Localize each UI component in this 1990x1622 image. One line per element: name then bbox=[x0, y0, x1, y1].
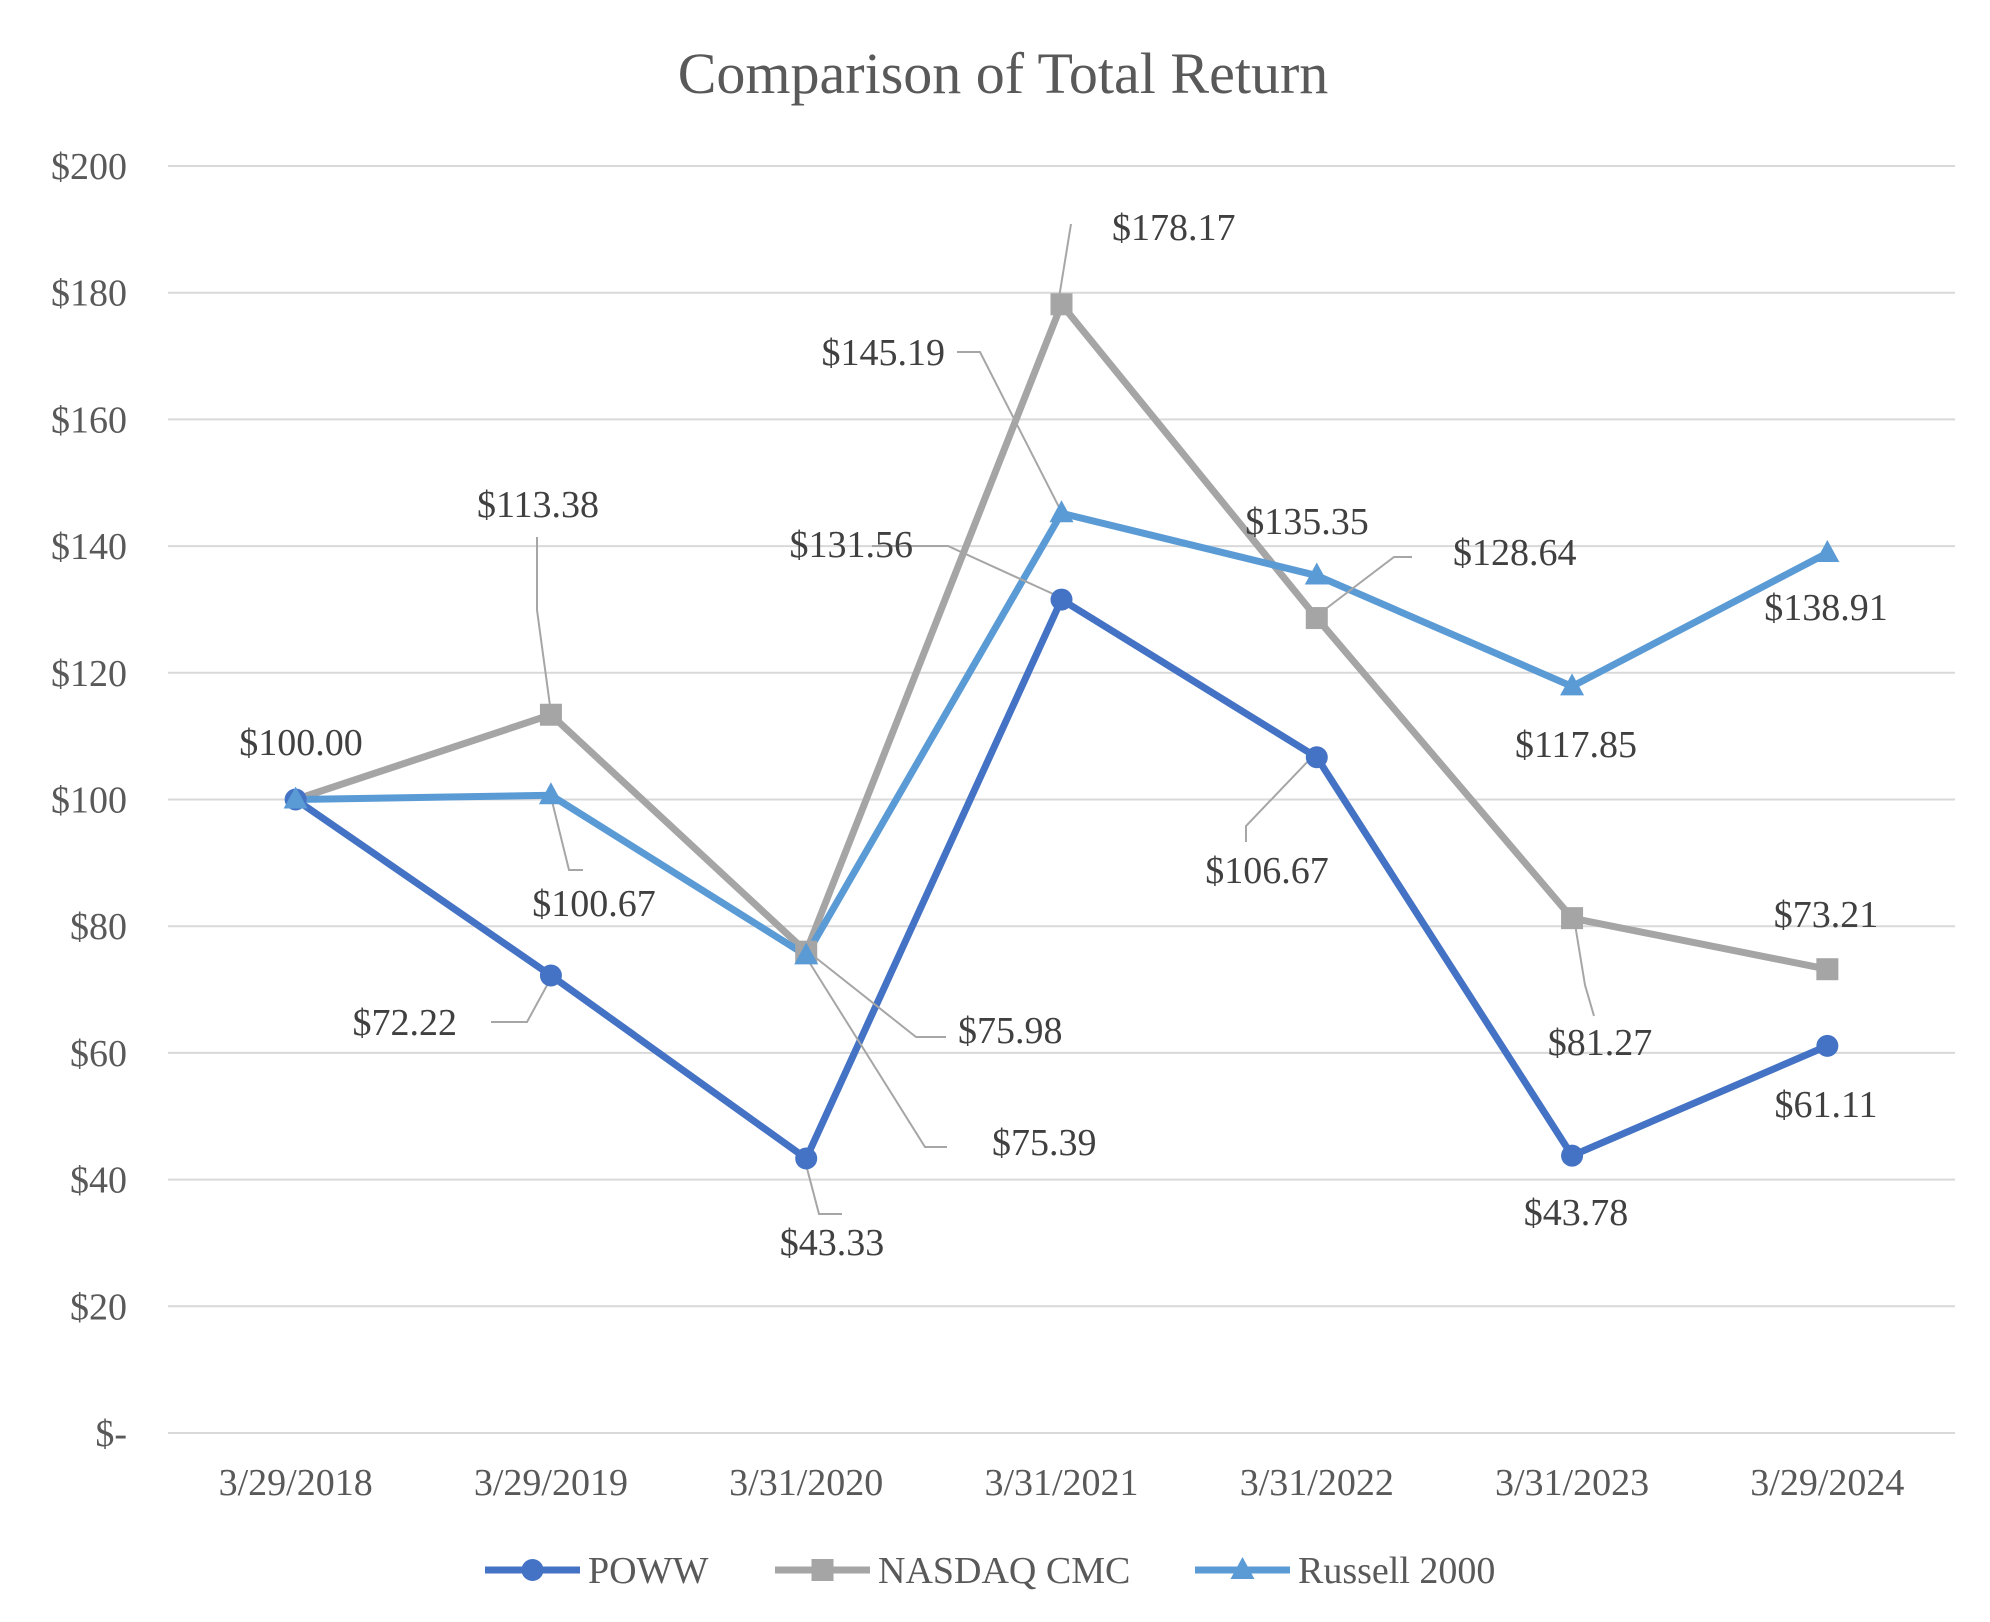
marker-russell-2000 bbox=[1560, 673, 1585, 696]
data-label-russell-2000: $75.39 bbox=[992, 1122, 1097, 1164]
series-line-nasdaq-cmc bbox=[292, 300, 1831, 973]
label-leader-line bbox=[1314, 556, 1412, 618]
marker-russell-2000 bbox=[1815, 540, 1840, 563]
marker-russell-2000 bbox=[794, 942, 819, 965]
x-tick-label: 3/29/2024 bbox=[1750, 1462, 1904, 1504]
data-label-nasdaq-cmc: $75.98 bbox=[958, 1010, 1063, 1052]
legend-item-nasdaq-cmc: NASDAQ CMC bbox=[775, 1550, 1130, 1592]
marker-russell-2000 bbox=[1049, 500, 1074, 523]
chart-title: Comparison of Total Return bbox=[678, 41, 1329, 106]
marker-nasdaq-cmc bbox=[1561, 907, 1584, 930]
x-tick-label: 3/31/2020 bbox=[729, 1462, 883, 1504]
label-leaders bbox=[491, 223, 1595, 1215]
label-leader-line bbox=[957, 351, 1063, 514]
data-label-poww: $106.67 bbox=[1205, 850, 1329, 892]
y-tick-label: $120 bbox=[51, 653, 127, 695]
marker-nasdaq-cmc bbox=[1305, 607, 1328, 630]
marker-russell-2000 bbox=[1304, 562, 1329, 585]
marker-poww bbox=[539, 964, 562, 987]
data-labels: $72.22 $43.33 $131.56 $106.67 $43.78 $61.11 $1… bbox=[239, 207, 1888, 1264]
data-label-russell-2000: $138.91 bbox=[1764, 587, 1888, 629]
y-axis-ticks: $- $20 $40 $60 $80 $100 $120 $140 $160 $180 $200 bbox=[51, 146, 127, 1455]
y-tick-label: $140 bbox=[51, 526, 127, 568]
series-markers bbox=[283, 293, 1840, 1170]
y-tick-label: $160 bbox=[51, 399, 127, 441]
x-tick-label: 3/29/2019 bbox=[474, 1462, 628, 1504]
x-tick-label: 3/29/2018 bbox=[219, 1462, 373, 1504]
data-label-poww: $61.11 bbox=[1774, 1084, 1877, 1126]
label-leader-line bbox=[803, 1156, 842, 1215]
marker-nasdaq-cmc bbox=[539, 703, 562, 726]
data-label-nasdaq-cmc: $100.00 bbox=[239, 722, 363, 764]
label-leader-line bbox=[536, 537, 552, 714]
data-label-nasdaq-cmc: $128.64 bbox=[1453, 532, 1577, 574]
data-label-poww: $43.33 bbox=[780, 1222, 885, 1264]
data-label-nasdaq-cmc: $178.17 bbox=[1112, 207, 1236, 249]
marker-poww bbox=[795, 1147, 818, 1170]
legend-marker-square bbox=[811, 1559, 834, 1581]
data-label-russell-2000: $100.67 bbox=[532, 883, 656, 925]
marker-nasdaq-cmc bbox=[1816, 958, 1839, 981]
label-leader-line bbox=[550, 796, 583, 871]
y-tick-label: $20 bbox=[70, 1286, 127, 1328]
label-leader-line bbox=[1573, 917, 1595, 1017]
y-tick-label: $- bbox=[95, 1413, 127, 1455]
marker-russell-2000 bbox=[283, 786, 308, 809]
y-tick-label: $100 bbox=[51, 780, 127, 822]
label-leader-line bbox=[1245, 756, 1313, 842]
data-label-poww: $72.22 bbox=[353, 1002, 458, 1044]
y-tick-label: $200 bbox=[51, 146, 127, 188]
data-label-nasdaq-cmc: $113.38 bbox=[477, 484, 599, 526]
data-label-nasdaq-cmc: $73.21 bbox=[1774, 894, 1879, 936]
data-label-russell-2000: $145.19 bbox=[822, 332, 946, 374]
x-axis-ticks: 3/29/2018 3/29/2019 3/31/2020 3/31/2021 3/31… bbox=[219, 1462, 1905, 1504]
marker-poww bbox=[1561, 1144, 1584, 1167]
marker-poww bbox=[1816, 1034, 1839, 1057]
series-line-poww bbox=[292, 596, 1831, 1163]
x-tick-label: 3/31/2021 bbox=[984, 1462, 1138, 1504]
marker-poww bbox=[1050, 588, 1073, 611]
y-tick-label: $60 bbox=[70, 1033, 127, 1075]
label-leader-line bbox=[805, 949, 946, 1038]
label-leader-line bbox=[805, 956, 947, 1148]
data-label-poww: $43.78 bbox=[1524, 1192, 1629, 1234]
data-label-russell-2000: $117.85 bbox=[1515, 724, 1637, 766]
legend-marker-circle bbox=[521, 1559, 544, 1581]
legend-marker-triangle bbox=[1230, 1557, 1255, 1579]
x-tick-label: 3/31/2023 bbox=[1495, 1462, 1649, 1504]
y-tick-label: $40 bbox=[70, 1160, 127, 1202]
legend: POWW NASDAQ CMC Russell 2000 bbox=[485, 1550, 1495, 1592]
x-tick-label: 3/31/2022 bbox=[1240, 1462, 1394, 1504]
y-tick-label: $80 bbox=[70, 906, 127, 948]
y-tick-label: $180 bbox=[51, 273, 127, 315]
data-label-poww: $131.56 bbox=[790, 524, 914, 566]
legend-item-russell-2000: Russell 2000 bbox=[1195, 1550, 1495, 1592]
marker-nasdaq-cmc bbox=[1050, 293, 1073, 316]
legend-label: POWW bbox=[588, 1550, 708, 1592]
label-leader-line bbox=[491, 977, 552, 1023]
legend-label: Russell 2000 bbox=[1298, 1550, 1495, 1592]
legend-item-poww: POWW bbox=[485, 1550, 708, 1592]
label-leader-line bbox=[872, 545, 1063, 599]
marker-poww bbox=[1305, 746, 1328, 769]
marker-russell-2000 bbox=[538, 782, 563, 805]
legend-label: NASDAQ CMC bbox=[878, 1550, 1130, 1592]
data-label-russell-2000: $135.35 bbox=[1245, 501, 1369, 543]
label-leader-line bbox=[1057, 223, 1072, 305]
data-label-nasdaq-cmc: $81.27 bbox=[1548, 1022, 1653, 1064]
